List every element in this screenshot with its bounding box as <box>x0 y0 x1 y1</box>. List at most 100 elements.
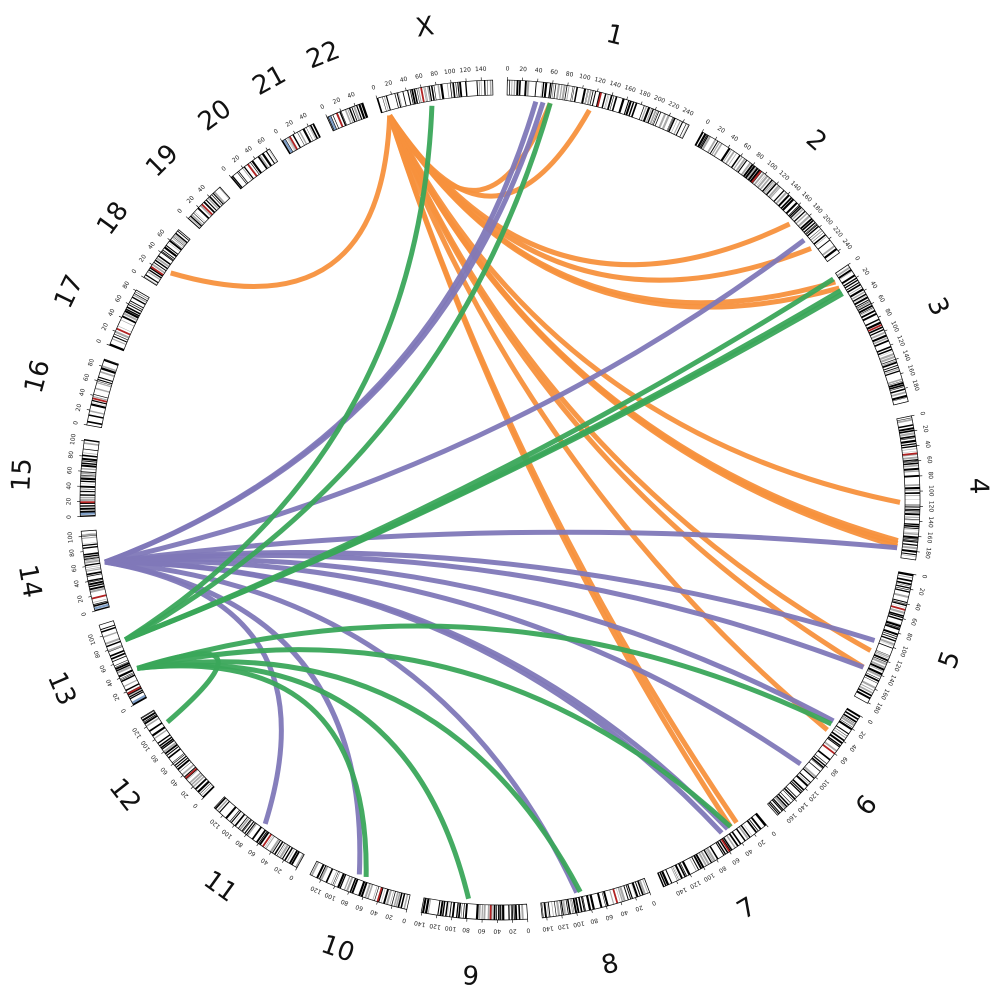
tick-mark <box>232 825 235 828</box>
cytoband <box>358 103 366 119</box>
cytoband <box>80 492 96 494</box>
cytoband <box>168 748 181 759</box>
cytoband <box>80 475 96 478</box>
tick-label: 80 <box>150 753 160 763</box>
cytoband <box>855 299 870 308</box>
chromosome-outline <box>835 264 909 406</box>
cytoband <box>904 495 920 497</box>
cytoband <box>526 80 530 96</box>
cytoband <box>131 296 146 305</box>
cytoband <box>904 504 920 507</box>
cytoband <box>679 862 688 877</box>
tick-mark <box>715 136 718 140</box>
cytoband <box>143 276 158 286</box>
cytoband <box>746 166 757 180</box>
cytoband <box>169 239 183 251</box>
cytoband <box>634 881 641 897</box>
cytoband <box>116 664 131 672</box>
cytoband <box>411 89 417 105</box>
tick-mark <box>837 248 841 252</box>
cytoband <box>83 552 99 556</box>
tick-mark <box>649 892 652 896</box>
cytoband <box>175 757 189 768</box>
chromosome-outline <box>79 439 100 517</box>
tick-mark <box>741 842 745 846</box>
tick-mark <box>669 112 671 116</box>
cytoband <box>112 655 127 663</box>
link-green <box>136 647 733 829</box>
tick-label: 60 <box>355 903 365 912</box>
chromosome-label: X <box>414 11 436 43</box>
cytoband <box>397 892 403 908</box>
chromosome-outline <box>420 897 529 921</box>
cytoband <box>904 510 920 512</box>
cytoband <box>867 669 882 678</box>
cytoband <box>842 715 856 724</box>
cytoband <box>876 345 892 353</box>
cytoband <box>677 863 687 878</box>
cytoband <box>775 192 788 205</box>
link-purple <box>103 101 546 565</box>
cytoband <box>888 381 904 388</box>
cytoband <box>288 136 297 151</box>
cytoband <box>508 904 510 920</box>
cytoband <box>97 378 113 385</box>
cytoband <box>102 631 118 638</box>
cytoband <box>856 690 871 700</box>
cytoband <box>446 83 450 99</box>
cytoband <box>279 844 289 859</box>
centromere <box>720 838 731 853</box>
cytoband <box>764 182 776 195</box>
cytoband <box>857 688 872 697</box>
tick-label: 20 <box>65 497 72 505</box>
tick-label: 0 <box>66 515 73 519</box>
tick-label: 100 <box>140 739 152 753</box>
cytoband <box>80 474 96 477</box>
cytoband <box>693 855 703 870</box>
cytoband <box>409 89 414 105</box>
link-purple <box>104 552 865 670</box>
cytoband <box>882 633 897 640</box>
cytoband <box>673 865 681 880</box>
cytoband <box>171 237 184 248</box>
cytoband <box>872 334 887 343</box>
cytoband <box>134 293 148 302</box>
centromere <box>91 594 107 600</box>
cytoband <box>141 710 155 719</box>
cytoband <box>428 85 433 101</box>
cytoband <box>92 395 108 401</box>
cytoband <box>172 236 185 247</box>
cytoband <box>247 823 258 837</box>
cytoband <box>581 88 587 104</box>
cytoband <box>724 836 734 850</box>
cytoband <box>151 263 166 274</box>
tick-label: 60 <box>156 228 166 238</box>
centromere <box>80 501 96 504</box>
cytoband <box>232 812 243 825</box>
chromosome-12 <box>140 709 215 799</box>
tick-label: 80 <box>67 450 75 459</box>
cytoband <box>84 558 100 562</box>
cytoband <box>768 185 780 198</box>
cytoband <box>274 841 284 855</box>
tick-label: 20 <box>101 322 111 332</box>
cytoband <box>571 86 575 102</box>
cytoband <box>114 333 129 341</box>
tick-mark <box>766 824 769 828</box>
tick-mark <box>106 343 110 346</box>
cytoband <box>885 623 901 629</box>
cytoband <box>82 543 98 547</box>
cytoband <box>109 649 125 658</box>
chromosome-9 <box>420 897 529 921</box>
cytoband <box>128 304 142 312</box>
centromere <box>822 743 836 755</box>
tick-label: 40 <box>923 440 931 449</box>
cytoband <box>882 631 898 638</box>
cytoband <box>458 81 463 97</box>
cytoband <box>904 519 920 521</box>
cytoband <box>385 889 392 905</box>
tick-mark <box>110 664 114 666</box>
chromosome-17 <box>109 289 150 352</box>
tick-label: 120 <box>557 922 570 931</box>
tick-mark <box>207 194 210 197</box>
